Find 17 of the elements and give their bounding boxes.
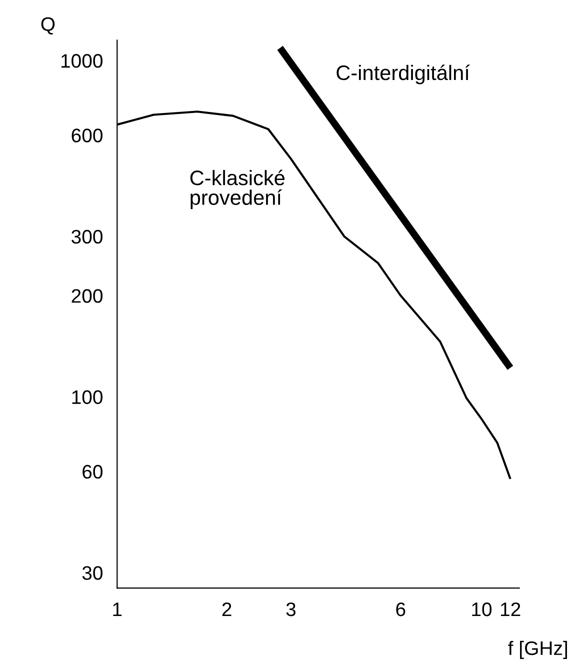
y-tick-label: 600 [72, 128, 102, 142]
x-tick-label: 12 [501, 602, 520, 616]
x-tick-label: 10 [472, 602, 492, 616]
series-label: C-klasické provedení [190, 170, 284, 210]
y-tick-label: 100 [72, 390, 102, 404]
series-label: C-interdigitální [336, 64, 470, 84]
y-tick-label: 200 [72, 289, 102, 303]
x-tick-label: 2 [222, 602, 232, 616]
x-tick-label: 3 [286, 602, 296, 616]
y-tick-label: 1000 [61, 54, 102, 68]
y-tick-label: 60 [82, 464, 102, 479]
y-axis-title: Q [41, 17, 55, 34]
y-tick-label: 300 [72, 230, 102, 244]
y-tick-label: 30 [82, 566, 102, 580]
x-axis-title: f [GHz] [508, 640, 567, 659]
x-tick-label: 6 [396, 602, 406, 616]
x-tick-label: 1 [113, 602, 122, 616]
